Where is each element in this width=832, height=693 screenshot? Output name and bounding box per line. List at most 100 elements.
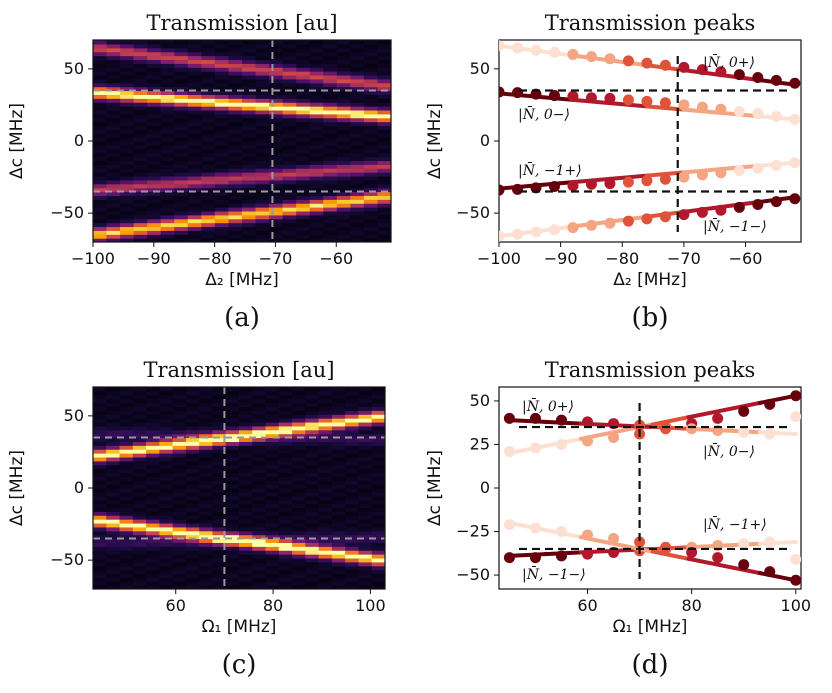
panel-c-cell xyxy=(106,453,121,458)
panel-c-cell xyxy=(292,476,306,481)
panel-c-cell xyxy=(132,425,147,431)
panel-a-cell xyxy=(377,129,391,134)
panel-a-cell xyxy=(93,191,108,196)
panel-c-cell xyxy=(305,511,320,516)
panel-c-cell xyxy=(278,464,293,470)
panel-c-cell xyxy=(265,433,280,439)
panel-c-cell xyxy=(159,550,174,555)
panel-c-cell xyxy=(185,561,200,567)
panel-a-cell xyxy=(147,90,162,95)
panel-a-cell xyxy=(336,82,351,88)
panel-c-cell xyxy=(358,538,373,543)
panel-a-cell xyxy=(147,78,162,84)
panel-a-cell xyxy=(106,164,121,169)
panel-a-cell xyxy=(147,137,162,142)
panel-c-cell xyxy=(345,449,360,454)
panel-c-cell xyxy=(252,530,267,536)
panel-b-point xyxy=(585,51,597,63)
panel-c-cell xyxy=(146,503,160,509)
panel-c-cell xyxy=(212,445,227,450)
panel-a-cell xyxy=(255,94,270,99)
panel-c-cell xyxy=(305,488,320,493)
panel-a-cell xyxy=(242,191,257,196)
panel-c-cell xyxy=(106,441,121,446)
panel-c-cell xyxy=(146,573,160,578)
panel-a-cell xyxy=(160,203,175,208)
panel-a-cell xyxy=(377,156,391,162)
panel-c-cell xyxy=(331,394,346,400)
panel-d-ytick-label: 25 xyxy=(470,434,490,453)
panel-c-cell xyxy=(318,433,333,439)
panel-c-cell xyxy=(159,538,174,543)
panel-c-cell xyxy=(239,445,253,450)
panel-a-cell xyxy=(336,230,351,235)
panel-c-cell xyxy=(225,491,240,497)
panel-c-cell xyxy=(318,437,333,442)
panel-a-cell xyxy=(336,144,351,150)
panel-c-cell xyxy=(185,488,200,493)
panel-c-cell xyxy=(199,476,214,481)
panel-a-cell xyxy=(377,106,391,111)
panel-c-cell xyxy=(132,561,147,567)
panel-a-cell xyxy=(214,90,230,95)
panel-a-cell xyxy=(147,207,162,212)
panel-c-cell xyxy=(292,538,306,543)
panel-a-cell xyxy=(309,168,324,173)
panel-a-cell xyxy=(133,144,148,150)
panel-a-cell xyxy=(187,40,202,45)
panel-c-cell xyxy=(371,453,385,458)
panel-c-cell xyxy=(93,476,107,481)
panel-a-cell xyxy=(323,98,338,103)
panel-a-cell xyxy=(350,98,365,103)
panel-c-cell xyxy=(358,511,373,516)
panel-a-cell xyxy=(228,152,243,158)
panel-c-cell xyxy=(358,484,373,489)
panel-a-cell xyxy=(214,172,230,177)
panel-a-cell xyxy=(147,113,162,119)
panel-c-cell xyxy=(146,526,160,532)
panel-a-cell xyxy=(282,218,297,224)
panel-a-cell xyxy=(242,195,257,200)
panel-a-cell xyxy=(120,141,135,146)
panel-c-cell xyxy=(331,387,346,392)
panel-c-cell xyxy=(345,387,360,392)
panel-d-annotation-0plus: |N̄, 0+⟩ xyxy=(522,397,574,415)
panel-c-cell xyxy=(132,550,147,555)
panel-a-cell xyxy=(133,67,148,72)
panel-c-cell xyxy=(358,569,373,575)
panel-c-cell xyxy=(371,445,385,450)
panel-d-xtick-label: 100 xyxy=(781,596,812,615)
panel-a-cell xyxy=(309,74,324,80)
panel-a-cell xyxy=(174,226,189,231)
panel-a-cell xyxy=(336,172,351,177)
panel-a-cell xyxy=(133,203,148,208)
panel-c-cell xyxy=(278,394,293,400)
panel-c-cell xyxy=(225,484,240,489)
panel-a-cell xyxy=(187,187,202,193)
panel-c-cell xyxy=(132,511,147,516)
panel-a-cell xyxy=(214,94,230,99)
panel-c-cell xyxy=(119,495,134,501)
panel-a-cell xyxy=(309,117,324,123)
panel-c-cell xyxy=(239,441,253,446)
panel-a-cell xyxy=(214,226,230,231)
panel-c-cell xyxy=(132,437,147,442)
panel-a-cell xyxy=(228,199,243,204)
panel-a-cell xyxy=(187,71,202,76)
panel-a-cell xyxy=(133,133,148,138)
panel-a-cell xyxy=(228,195,243,200)
panel-a-cell xyxy=(309,102,324,107)
panel-a-cell xyxy=(309,210,324,216)
panel-c-cell xyxy=(159,507,174,512)
panel-a-cell xyxy=(309,175,324,181)
panel-a-cell xyxy=(214,59,230,64)
panel-c-cell xyxy=(371,425,385,431)
panel-c-cell xyxy=(93,414,107,419)
panel-a-cell xyxy=(363,195,379,200)
panel-a-cell xyxy=(174,74,189,80)
panel-c-cell xyxy=(93,441,107,446)
panel-c-cell xyxy=(93,484,107,489)
panel-c-cell xyxy=(159,433,174,439)
panel-a-cell xyxy=(269,238,284,242)
panel-a-cell xyxy=(133,187,148,193)
